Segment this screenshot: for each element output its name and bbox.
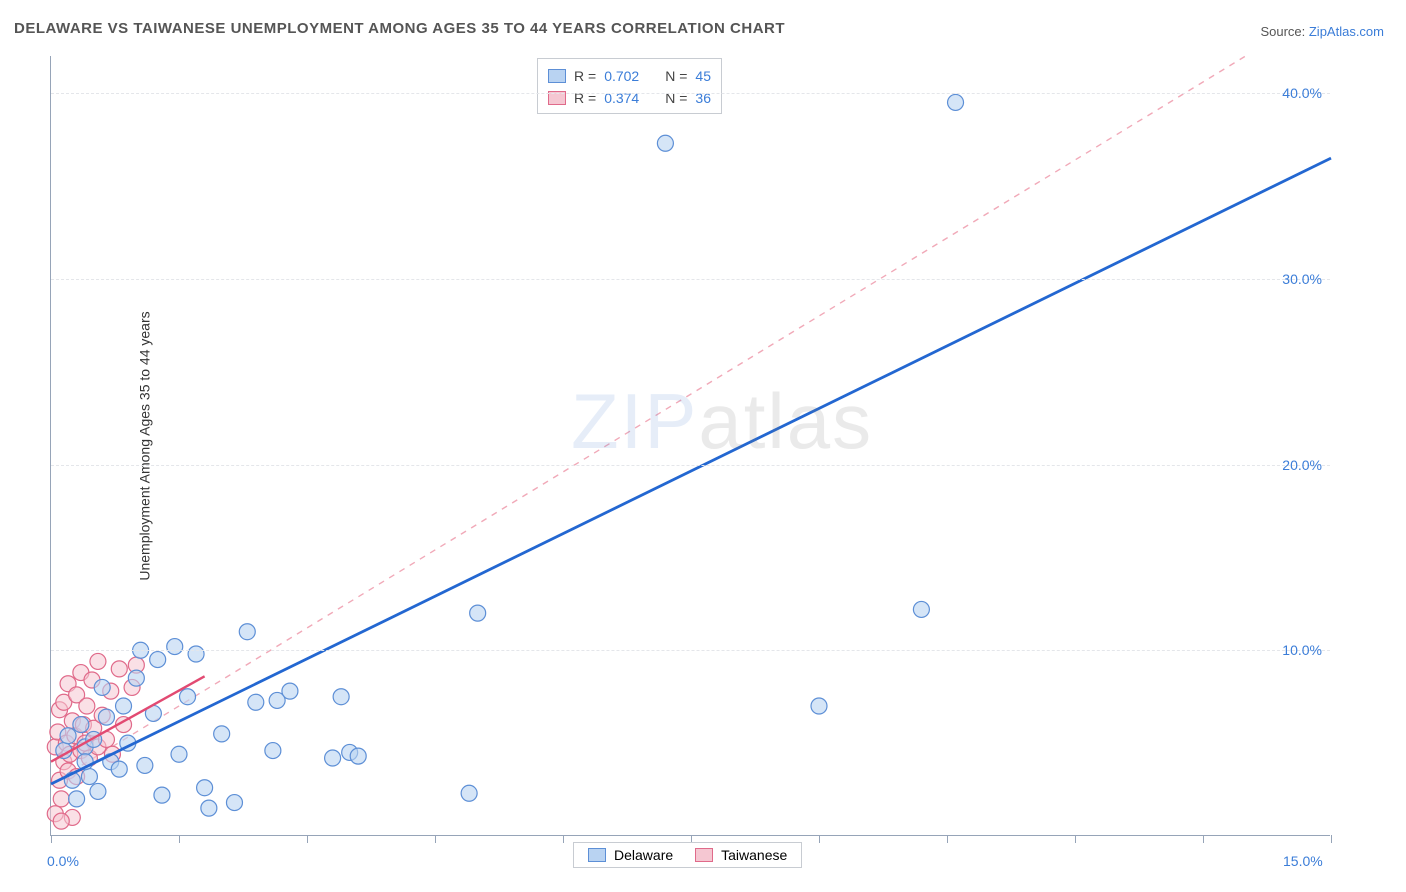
scatter-svg — [51, 56, 1331, 836]
r-value-delaware: 0.702 — [604, 65, 639, 87]
data-point-delaware — [214, 726, 230, 742]
n-value-delaware: 45 — [695, 65, 711, 87]
data-point-delaware — [333, 689, 349, 705]
legend-label-delaware: Delaware — [614, 847, 673, 863]
gridline — [51, 93, 1330, 94]
data-point-delaware — [60, 728, 76, 744]
y-tick-label: 30.0% — [1282, 271, 1322, 287]
source-link[interactable]: ZipAtlas.com — [1309, 24, 1384, 39]
legend-label-taiwanese: Taiwanese — [721, 847, 787, 863]
x-tick — [819, 835, 820, 843]
data-point-delaware — [111, 761, 127, 777]
x-tick-label: 0.0% — [47, 853, 79, 869]
data-point-delaware — [171, 746, 187, 762]
data-point-delaware — [948, 94, 964, 110]
data-point-delaware — [90, 783, 106, 799]
data-point-taiwanese — [79, 698, 95, 714]
n-value-taiwanese: 36 — [695, 87, 711, 109]
x-tick — [1075, 835, 1076, 843]
data-point-delaware — [325, 750, 341, 766]
x-tick — [1203, 835, 1204, 843]
data-point-delaware — [154, 787, 170, 803]
gridline — [51, 279, 1330, 280]
data-point-delaware — [73, 717, 89, 733]
legend-series: Delaware Taiwanese — [573, 842, 802, 868]
data-point-delaware — [81, 769, 97, 785]
trend-line-dashed — [51, 56, 1246, 784]
data-point-delaware — [188, 646, 204, 662]
x-tick — [179, 835, 180, 843]
data-point-delaware — [94, 679, 110, 695]
legend-stats-row-taiwanese: R = 0.374 N = 36 — [548, 87, 711, 109]
data-point-delaware — [137, 757, 153, 773]
data-point-delaware — [350, 748, 366, 764]
legend-stats: R = 0.702 N = 45 R = 0.374 N = 36 — [537, 58, 722, 114]
r-label: R = — [574, 65, 596, 87]
x-tick — [51, 835, 52, 843]
source-attribution: Source: ZipAtlas.com — [1260, 24, 1384, 39]
swatch-delaware — [588, 848, 606, 862]
x-tick-label: 15.0% — [1283, 853, 1323, 869]
data-point-delaware — [265, 743, 281, 759]
data-point-delaware — [150, 652, 166, 668]
data-point-delaware — [180, 689, 196, 705]
legend-stats-row-delaware: R = 0.702 N = 45 — [548, 65, 711, 87]
data-point-delaware — [69, 791, 85, 807]
swatch-delaware — [548, 69, 566, 83]
legend-item-taiwanese: Taiwanese — [695, 847, 787, 863]
data-point-taiwanese — [53, 791, 69, 807]
swatch-taiwanese — [695, 848, 713, 862]
data-point-delaware — [913, 601, 929, 617]
data-point-delaware — [98, 709, 114, 725]
plot-area: ZIPatlas R = 0.702 N = 45 R = 0.374 N = … — [50, 56, 1330, 836]
n-label: N = — [665, 87, 687, 109]
data-point-delaware — [201, 800, 217, 816]
x-tick — [947, 835, 948, 843]
r-label: R = — [574, 87, 596, 109]
data-point-delaware — [282, 683, 298, 699]
data-point-delaware — [197, 780, 213, 796]
data-point-delaware — [167, 639, 183, 655]
data-point-delaware — [248, 694, 264, 710]
gridline — [51, 465, 1330, 466]
n-label: N = — [665, 65, 687, 87]
data-point-taiwanese — [90, 653, 106, 669]
y-tick-label: 40.0% — [1282, 85, 1322, 101]
data-point-delaware — [128, 670, 144, 686]
data-point-delaware — [811, 698, 827, 714]
y-tick-label: 10.0% — [1282, 642, 1322, 658]
data-point-delaware — [116, 698, 132, 714]
y-tick-label: 20.0% — [1282, 457, 1322, 473]
x-tick — [435, 835, 436, 843]
r-value-taiwanese: 0.374 — [604, 87, 639, 109]
x-tick — [563, 835, 564, 843]
data-point-taiwanese — [111, 661, 127, 677]
source-label: Source: — [1260, 24, 1308, 39]
trend-line-delaware — [51, 158, 1331, 784]
legend-item-delaware: Delaware — [588, 847, 673, 863]
data-point-delaware — [461, 785, 477, 801]
data-point-taiwanese — [53, 813, 69, 829]
data-point-delaware — [657, 135, 673, 151]
data-point-delaware — [239, 624, 255, 640]
x-tick — [1331, 835, 1332, 843]
x-tick — [307, 835, 308, 843]
data-point-delaware — [470, 605, 486, 621]
gridline — [51, 650, 1330, 651]
data-point-delaware — [226, 795, 242, 811]
chart-title: DELAWARE VS TAIWANESE UNEMPLOYMENT AMONG… — [14, 20, 785, 37]
